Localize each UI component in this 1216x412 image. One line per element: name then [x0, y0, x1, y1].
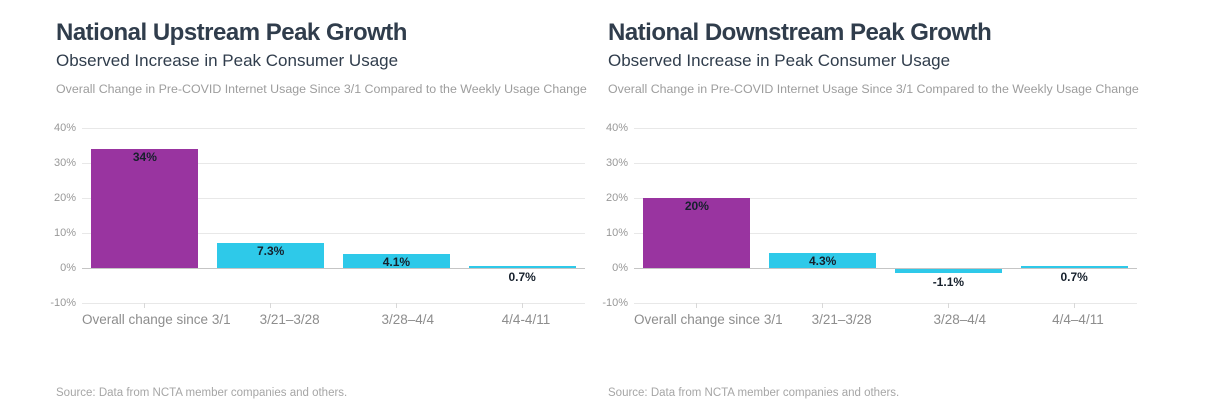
y-axis-tick-label: 30% [53, 157, 76, 169]
x-axis-tick [395, 303, 397, 308]
y-axis: 40% 30% 20% 10% 0% -10% [50, 122, 82, 309]
y-axis-tick-label: -10% [602, 297, 628, 309]
chart-subtitle: Observed Increase in Peak Consumer Usage [56, 51, 399, 70]
bar-value-label: 4.1% [382, 254, 411, 269]
bar-slot: 4.1% [334, 128, 460, 303]
gridline [634, 303, 1137, 304]
bar-value-label: 4.3% [808, 254, 837, 268]
bar-slot: 20% [634, 128, 760, 303]
chart-subtitle: Observed Increase in Peak Consumer Usage [608, 51, 951, 70]
zero-gridline [82, 268, 585, 269]
bar-weekly [217, 242, 325, 269]
y-axis: 40% 30% 20% 10% 0% -10% [602, 122, 634, 309]
plot-area: 20% 4.3% -1.1% 0.7% [634, 128, 1137, 308]
chart-panel-upstream: National Upstream Peak Growth Observed I… [50, 0, 587, 412]
bar-value-label: 7.3% [256, 243, 285, 258]
bar-value-label: -1.1% [932, 274, 965, 289]
gridline [82, 128, 585, 129]
bar-weekly [468, 265, 576, 268]
y-axis-tick-label: 40% [53, 122, 76, 134]
bar-slot: 0.7% [1011, 128, 1137, 303]
bar-value-label: 20% [684, 199, 709, 213]
y-axis-tick-label: 30% [605, 157, 628, 169]
x-axis-tick [144, 303, 146, 308]
gridline [82, 198, 585, 199]
chart-title: National Downstream Peak Growth [608, 19, 992, 46]
x-axis-category-label: 4/4–4/11 [1052, 312, 1104, 327]
bar-weekly [342, 253, 450, 268]
gridline [634, 198, 1137, 199]
y-axis-tick-label: 10% [605, 227, 628, 239]
x-axis-tick [696, 303, 698, 308]
bar-value-label: 34% [132, 150, 157, 164]
x-axis-category-label: 3/21–3/28 [811, 312, 872, 327]
bar-weekly [1020, 265, 1128, 268]
bar-weekly [769, 253, 877, 268]
plot-area: 34% 7.3% 4.1% 0.7% [82, 128, 585, 308]
source-note: Source: Data from NCTA member companies … [608, 387, 900, 399]
bar-overall-highlight [91, 149, 199, 268]
chart-panel-downstream: National Downstream Peak Growth Observed… [602, 0, 1139, 412]
y-axis-tick-label: 0% [60, 262, 76, 274]
gridline [82, 303, 585, 304]
y-axis-tick-label: 20% [53, 192, 76, 204]
gridline [82, 163, 585, 164]
x-axis-category-label: Overall change since 3/1 [82, 312, 231, 327]
x-axis-tick [270, 303, 272, 308]
gridline [634, 233, 1137, 234]
x-axis-tick [822, 303, 824, 308]
x-axis-category-label: 3/28–4/4 [381, 312, 435, 327]
gridline [634, 128, 1137, 129]
source-note: Source: Data from NCTA member companies … [56, 387, 348, 399]
bar-value-label: 0.7% [508, 270, 536, 284]
x-axis-tick [1073, 303, 1075, 308]
chart-caption: Overall Change in Pre-COVID Internet Usa… [56, 82, 587, 96]
y-axis-tick-label: 40% [605, 122, 628, 134]
chart-title: National Upstream Peak Growth [56, 19, 407, 46]
y-axis-tick-label: 10% [53, 227, 76, 239]
zero-gridline [634, 268, 1137, 269]
x-axis-tick [947, 303, 949, 308]
y-axis-tick-label: 20% [605, 192, 628, 204]
x-axis-tick [521, 303, 523, 308]
bar-slot: 34% [82, 128, 208, 303]
chart-caption: Overall Change in Pre-COVID Internet Usa… [608, 82, 1139, 96]
bar-chart: 40% 30% 20% 10% 0% -10% 20% 4.3% -1.1% 0.7% [602, 122, 1137, 309]
gridline [634, 163, 1137, 164]
x-axis-labels: Overall change since 3/1 3/21–3/28 3/28–4/… [82, 311, 585, 328]
gridline [82, 233, 585, 234]
x-axis-category-label: 3/28–4/4 [933, 312, 987, 327]
bar-slot: 0.7% [459, 128, 585, 303]
x-axis-category-label: 4/4-4/11 [501, 312, 551, 327]
x-axis-category-label: 3/21–3/28 [259, 312, 320, 327]
x-axis-labels: Overall change since 3/1 3/21–3/28 3/28–4/… [634, 311, 1137, 328]
x-axis-category-label: Overall change since 3/1 [634, 312, 783, 327]
bar-slot: 7.3% [208, 128, 334, 303]
bar-slot: -1.1% [886, 128, 1012, 303]
bar-weekly [894, 269, 1002, 273]
bar-slot: 4.3% [760, 128, 886, 303]
bar-chart: 40% 30% 20% 10% 0% -10% 34% 7.3% 4.1% 0.7% [50, 122, 585, 309]
y-axis-tick-label: -10% [50, 297, 76, 309]
bar-value-label: 0.7% [1060, 270, 1088, 284]
y-axis-tick-label: 0% [612, 262, 628, 274]
bar-overall-highlight [643, 198, 751, 268]
